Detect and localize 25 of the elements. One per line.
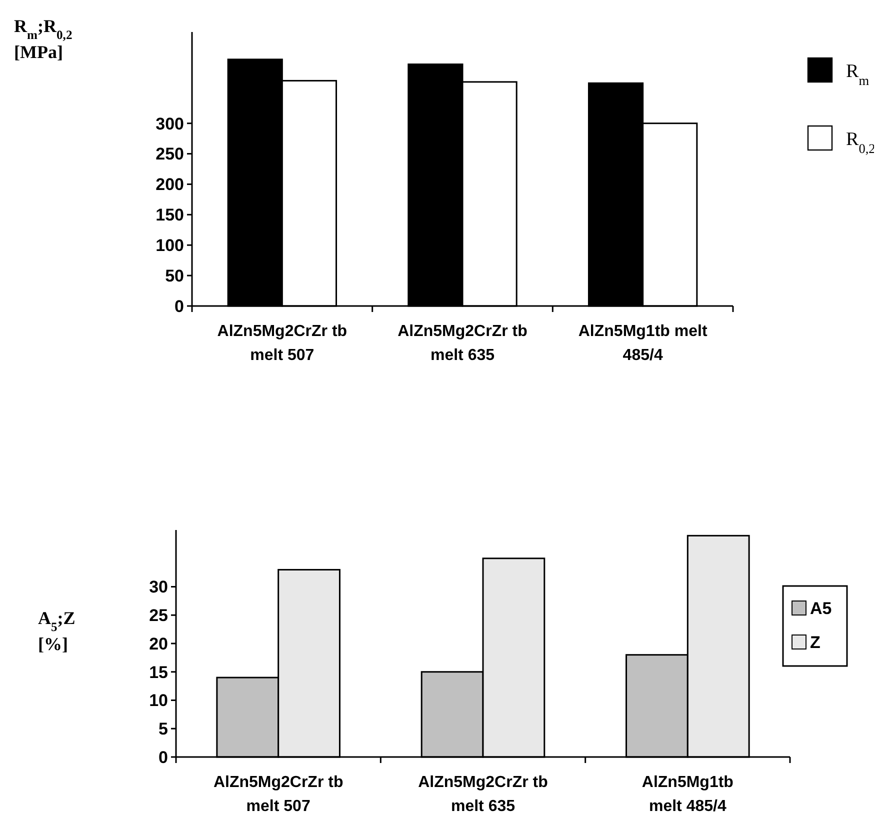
y-axis-title: A$_{5}$;Z [%] [38,608,76,654]
legend-label: R$_{m}$ [846,61,870,88]
x-tick-label: AlZn5Mg2CrZr tb melt 507 [217,323,348,364]
y-tick-label: 150 [156,206,184,225]
x-tick-label: AlZn5Mg2CrZr tb melt 635 [418,774,548,815]
x-tick-label: AlZn5Mg1tb melt 485/4 [578,323,708,364]
y-tick-label: 0 [158,748,168,767]
y-tick-label: 25 [149,606,168,626]
y-tick-label: 50 [165,266,184,286]
y-tick-label: 100 [156,236,184,256]
y-tick-label: 200 [156,175,184,194]
y-tick-label: 30 [149,578,168,597]
legend-label: A5 [810,599,832,618]
y-tick-label: 15 [149,662,168,682]
legend-label: Z [810,633,820,652]
y-tick-label: 20 [149,634,168,654]
y-axis-title: R$_{m}$;R$_{0,2}$ [MPa] [14,16,72,62]
x-tick-label: AlZn5Mg2CrZr tb melt 507 [213,774,344,815]
x-tick-label: AlZn5Mg2CrZr tb melt 635 [398,323,528,364]
y-tick-label: 0 [174,296,184,316]
x-tick-label: AlZn5Mg1tb melt 485/4 [642,774,734,815]
y-tick-label: 10 [149,691,168,710]
y-tick-label: 300 [156,114,184,134]
y-tick-label: 250 [156,144,184,164]
y-tick-label: 5 [158,720,168,739]
